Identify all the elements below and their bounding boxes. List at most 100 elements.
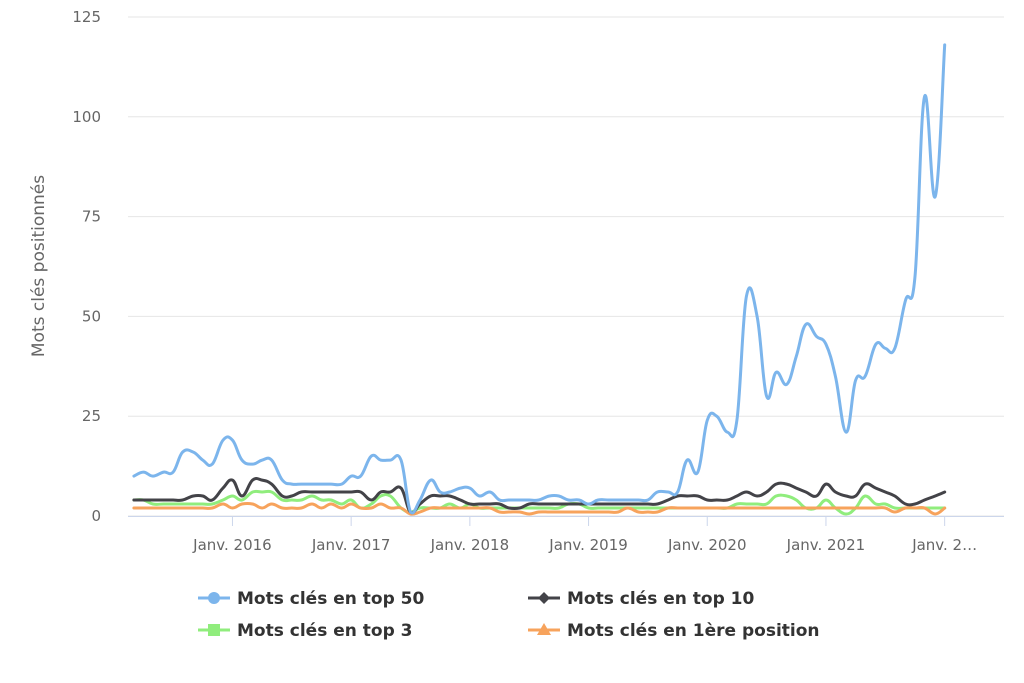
data-point [478, 503, 481, 506]
data-point [696, 507, 699, 510]
data-point [221, 503, 224, 506]
data-point [943, 507, 946, 510]
data-point [489, 507, 492, 510]
legend-item[interactable]: Mots clés en 1ère position [528, 621, 820, 641]
data-point [181, 499, 184, 502]
data-point [854, 495, 857, 498]
data-point [745, 295, 748, 298]
series-1 [132, 43, 947, 515]
data-point [370, 503, 373, 506]
data-point [537, 507, 540, 510]
data-point [370, 507, 373, 510]
legend-item[interactable]: Mots clés en top 3 [198, 621, 413, 641]
legend-item[interactable]: Mots clés en top 50 [198, 589, 425, 609]
data-point [151, 499, 154, 502]
data-point [290, 507, 293, 510]
data-point [261, 459, 264, 462]
data-point [270, 483, 273, 486]
data-point [231, 495, 234, 498]
data-point [270, 503, 273, 506]
data-point [904, 503, 907, 506]
data-point [528, 513, 531, 516]
data-point [646, 511, 649, 514]
data-point [696, 495, 699, 498]
data-point [340, 483, 343, 486]
data-point [468, 507, 471, 510]
data-point [646, 499, 649, 502]
data-point [756, 503, 759, 506]
data-point [567, 511, 570, 514]
data-point [409, 511, 412, 514]
data-point [765, 503, 768, 506]
data-point [597, 499, 600, 502]
data-point [548, 495, 551, 498]
data-point [656, 507, 659, 510]
legend-label: Mots clés en top 3 [237, 621, 413, 641]
series-line [132, 501, 947, 516]
data-point [804, 491, 807, 494]
data-point [893, 511, 896, 514]
data-point [934, 513, 937, 516]
data-point [824, 483, 827, 486]
data-point [518, 511, 521, 514]
data-point [489, 491, 492, 494]
data-point [557, 511, 560, 514]
data-point [587, 503, 590, 506]
y-axis-title: Mots clés positionnés [29, 175, 49, 357]
data-point [251, 479, 254, 482]
y-tick-label: 0 [91, 507, 101, 525]
legend-item[interactable]: Mots clés en top 10 [528, 589, 755, 609]
data-point [913, 507, 916, 510]
data-point [735, 419, 738, 422]
data-point [459, 507, 462, 510]
data-point [419, 511, 422, 514]
data-point [231, 439, 234, 442]
data-point [240, 459, 243, 462]
data-point [934, 507, 937, 510]
data-point [350, 503, 353, 506]
data-point [884, 491, 887, 494]
data-point [468, 503, 471, 506]
data-point [726, 499, 729, 502]
data-point [686, 459, 689, 462]
data-point [448, 495, 451, 498]
data-point [845, 513, 848, 516]
data-point [617, 499, 620, 502]
data-point [756, 495, 759, 498]
data-point [439, 491, 442, 494]
data-point [181, 503, 184, 506]
data-point [518, 507, 521, 510]
data-point [795, 507, 798, 510]
data-point [845, 507, 848, 510]
data-point [626, 499, 629, 502]
data-point [489, 503, 492, 506]
data-point [439, 495, 442, 498]
data-point [468, 487, 471, 490]
data-point [379, 459, 382, 462]
data-point [884, 507, 887, 510]
x-tick-label: Janv. 2… [911, 536, 977, 554]
data-point [201, 503, 204, 506]
data-point [370, 499, 373, 502]
data-point [557, 495, 560, 498]
data-point [696, 471, 699, 474]
data-point [240, 503, 243, 506]
data-point [429, 479, 432, 482]
legend-label: Mots clés en top 10 [567, 589, 755, 609]
y-tick-label: 75 [82, 208, 101, 226]
data-point [578, 499, 581, 502]
data-point [231, 479, 234, 482]
data-point [192, 451, 195, 454]
y-axis-ticks: 0 25 50 75 100 125 [72, 8, 101, 525]
data-point [686, 507, 689, 510]
data-point [290, 483, 293, 486]
data-point [934, 195, 937, 198]
data-point [874, 343, 877, 346]
data-point [893, 347, 896, 350]
data-point [626, 503, 629, 506]
data-point [518, 499, 521, 502]
data-point [201, 507, 204, 510]
x-tick-label: Janv. 2019 [548, 536, 628, 554]
data-point [785, 507, 788, 510]
